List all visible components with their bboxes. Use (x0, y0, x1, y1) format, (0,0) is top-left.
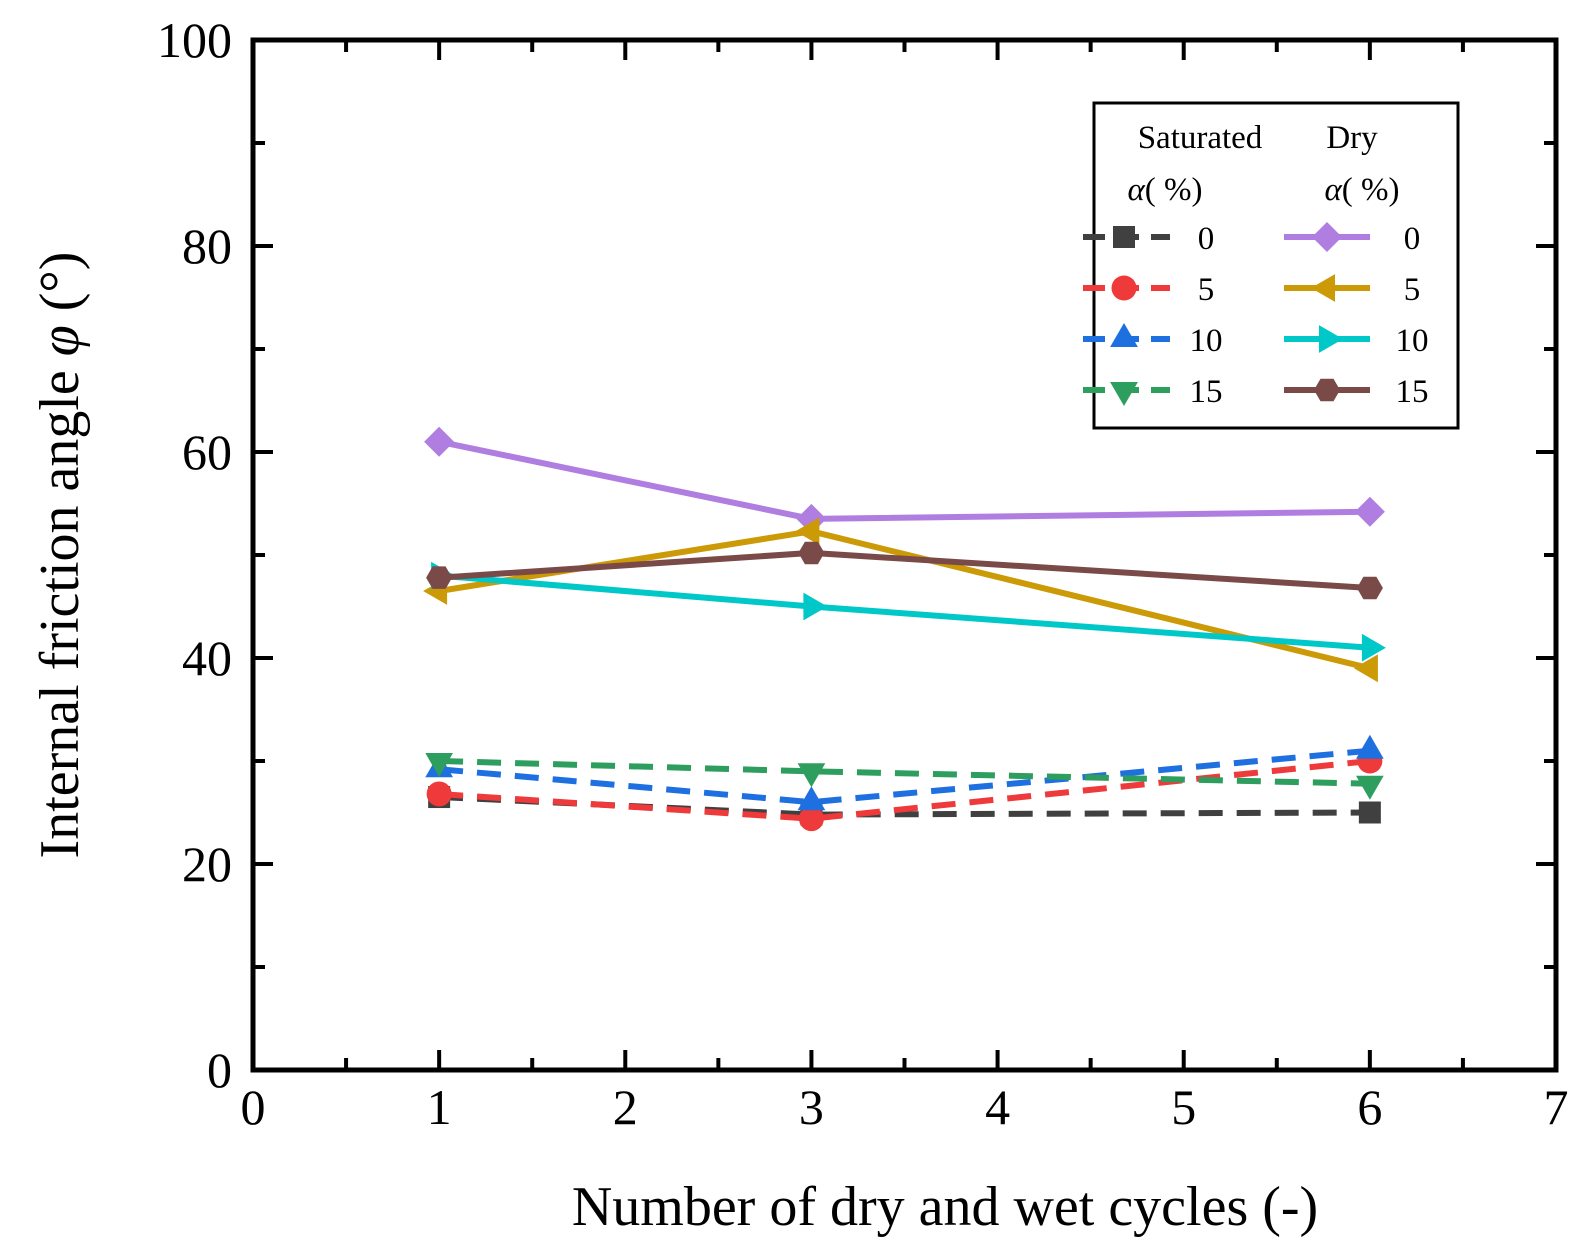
series-line (438, 528, 1371, 672)
series-line (438, 438, 1370, 522)
series-dry-15 (426, 541, 1383, 600)
series-line (438, 747, 1371, 806)
legend-entry: 0 (1284, 221, 1420, 257)
data-point (426, 781, 452, 807)
legend-alpha-saturated: α( %) (1127, 172, 1202, 208)
y-tick-label: 80 (182, 218, 232, 274)
legend-label: 15 (1396, 374, 1429, 410)
data-point (1358, 801, 1381, 824)
legend-marker (1113, 226, 1135, 248)
data-point (797, 763, 826, 788)
x-axis-label: Number of dry and wet cycles (-) (572, 1176, 1318, 1238)
data-point (1361, 633, 1386, 662)
y-tick-label: 20 (182, 836, 232, 892)
data-point (426, 566, 453, 589)
data-point (798, 806, 824, 832)
data-point (424, 426, 455, 457)
legend-entry: 5 (1284, 272, 1420, 308)
legend-marker (1110, 382, 1138, 406)
legend-header-saturated: Saturated (1138, 120, 1263, 156)
series-line (438, 758, 1371, 822)
legend-label: 15 (1190, 374, 1223, 410)
y-tick-label: 40 (182, 630, 232, 686)
legend-marker (1314, 378, 1340, 402)
x-tick-label: 0 (241, 1079, 266, 1135)
x-tick-label: 3 (799, 1079, 824, 1135)
data-point (803, 592, 828, 621)
legend-marker (1111, 275, 1137, 301)
series-line (439, 758, 1370, 787)
data-point (1356, 734, 1384, 759)
data-point (795, 517, 820, 546)
legend-label: 10 (1396, 323, 1429, 359)
legend-entry: 10 (1284, 323, 1429, 359)
series-saturated-15 (425, 753, 1384, 800)
x-tick-label: 5 (1171, 1079, 1196, 1135)
legend-entry: 10 (1083, 323, 1223, 359)
legend-label: 10 (1190, 323, 1223, 359)
series-dry-0 (424, 426, 1385, 534)
data-point (425, 753, 453, 777)
legend-label: 0 (1198, 221, 1215, 257)
legend-box (1092, 101, 1460, 430)
legend-entry: 15 (1083, 374, 1223, 410)
y-tick-label: 60 (182, 424, 232, 480)
data-point (798, 541, 825, 565)
data-point (1354, 496, 1385, 527)
legend: Saturated Dry α( %) α( %) 0 5 10 15 0 5 10 15 (1083, 101, 1460, 430)
legend-marker (1319, 325, 1343, 353)
legend-alpha-dry: α( %) (1324, 172, 1399, 208)
legend-label: 5 (1198, 272, 1215, 308)
legend-entry: 0 (1083, 221, 1214, 257)
legend-marker (1312, 222, 1342, 252)
x-tick-label: 7 (1544, 1079, 1569, 1135)
series-dry-5 (423, 517, 1378, 683)
data-point (1356, 775, 1384, 800)
series-line (438, 549, 1371, 591)
x-tick-label: 2 (613, 1079, 638, 1135)
x-tick-label: 1 (427, 1079, 452, 1135)
x-tick-label: 6 (1357, 1079, 1382, 1135)
legend-label: 5 (1404, 272, 1421, 308)
legend-entry: 5 (1083, 272, 1214, 308)
y-axis-label: Internal friction angle φ (°) (29, 252, 91, 859)
data-point (797, 786, 826, 811)
series-dry-10 (431, 561, 1386, 662)
legend-entry: 15 (1284, 374, 1429, 410)
legend-marker (1311, 274, 1335, 302)
x-tick-label: 4 (985, 1079, 1010, 1135)
y-tick-label: 100 (157, 12, 232, 68)
series-line (438, 572, 1371, 651)
data-point (1356, 576, 1383, 600)
legend-header-dry: Dry (1326, 120, 1378, 156)
data-point (1353, 654, 1378, 683)
y-tick-label: 0 (207, 1042, 232, 1098)
legend-label: 0 (1404, 221, 1421, 257)
legend-marker (1110, 323, 1138, 347)
